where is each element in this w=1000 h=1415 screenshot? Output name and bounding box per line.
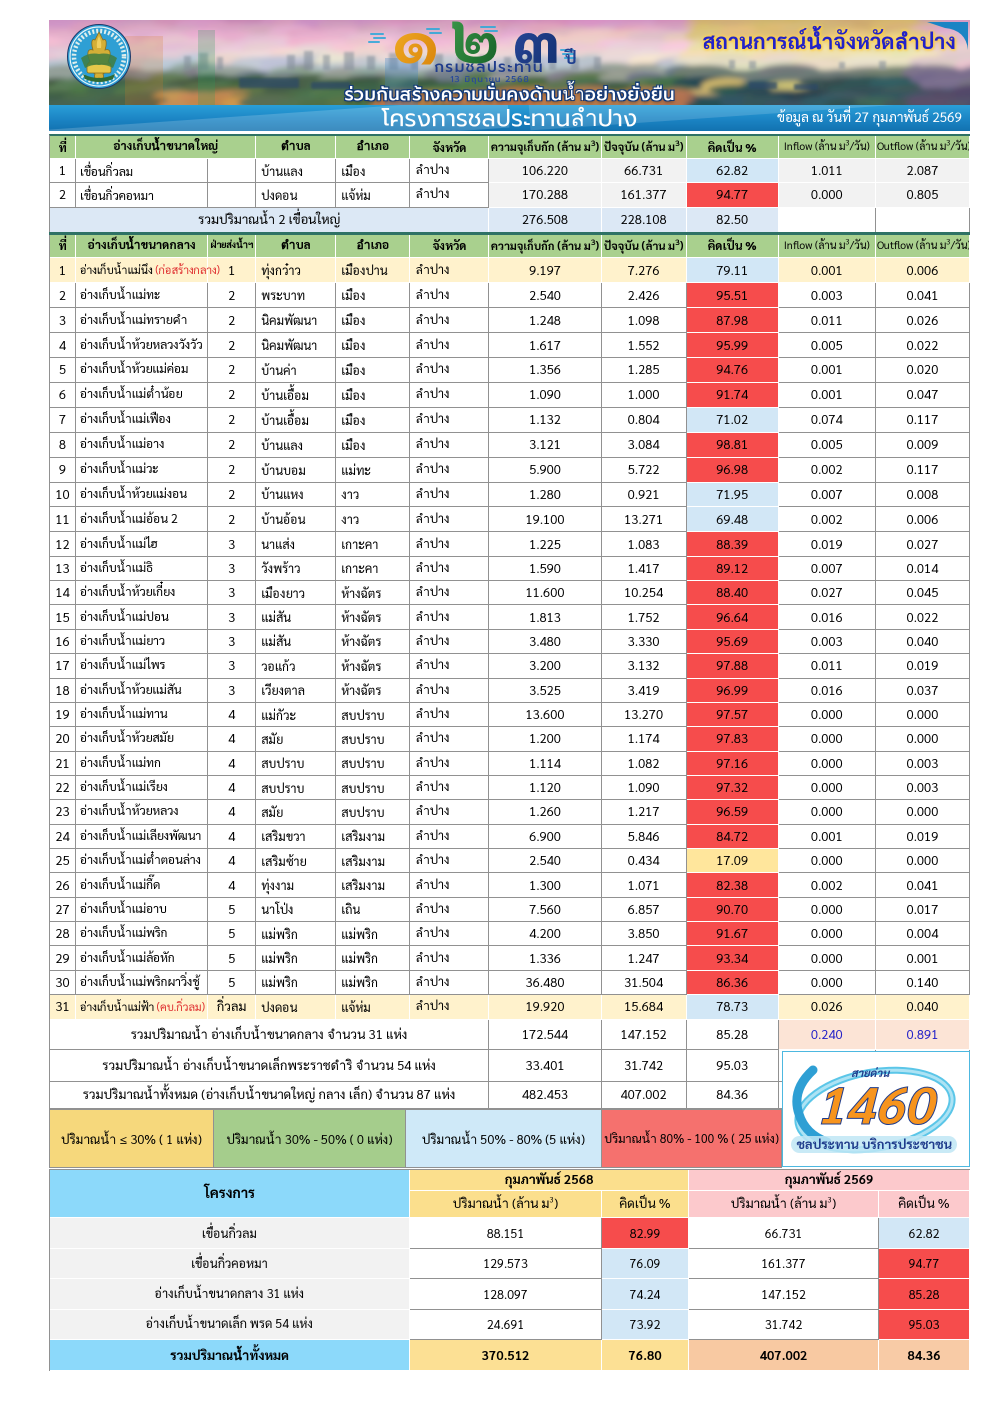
svg-text:๓: ๓ (512, 20, 560, 79)
svg-text:ชลประทาน บริการประชาชน: ชลประทาน บริการประชาชน (796, 1135, 952, 1153)
svg-text:๑: ๑ (392, 20, 439, 79)
svg-text:1460: 1460 (815, 1069, 938, 1137)
svg-text:๒: ๒ (451, 20, 500, 79)
svg-text:ปี: ปี (564, 46, 576, 68)
svg-text:สายด่วน: สายด่วน (851, 1065, 890, 1080)
